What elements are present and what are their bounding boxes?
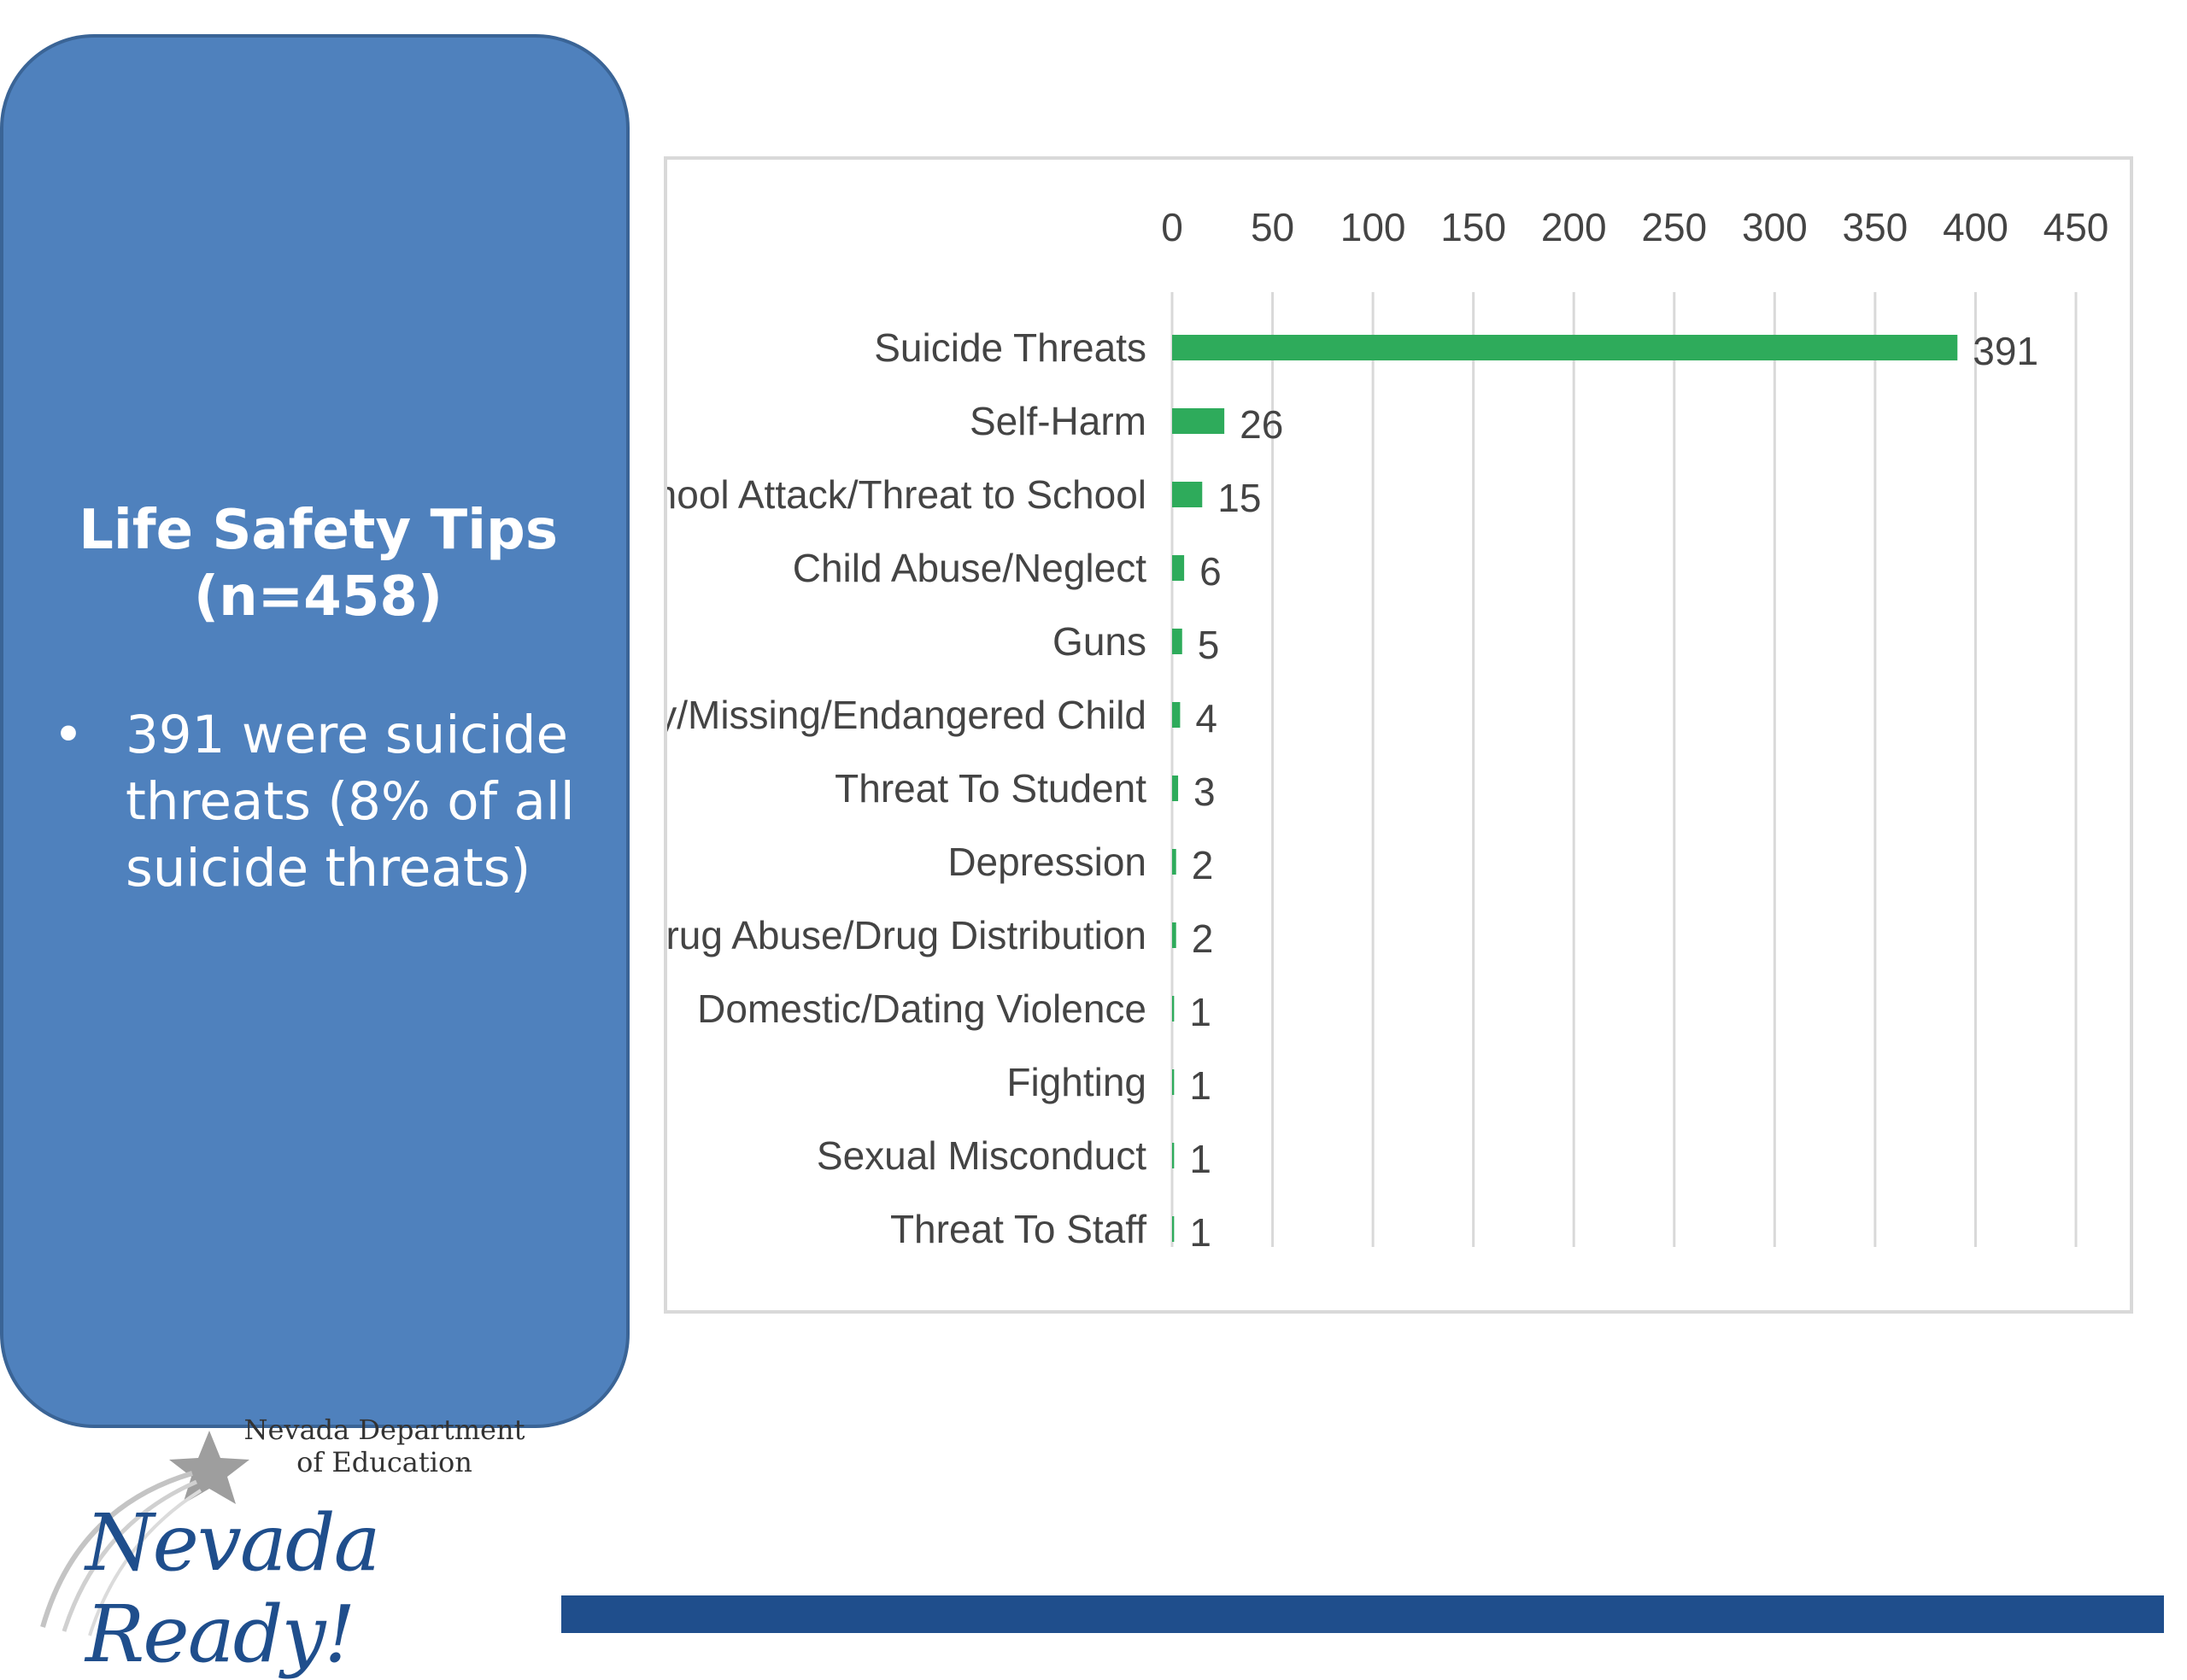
data-label: 2 <box>1192 916 1214 961</box>
category-label: Drug Abuse/Drug Distribution <box>667 913 1146 957</box>
bar <box>1172 702 1181 728</box>
logo-dept-line1: Nevada Department <box>243 1414 525 1446</box>
category-label: Threat To Student <box>835 766 1146 811</box>
panel-title: Life Safety Tips (n=458) <box>3 497 633 630</box>
category-label: Threat To Staff <box>890 1207 1146 1251</box>
x-tick-label: 400 <box>1943 205 2008 249</box>
category-label: Child Abuse/Neglect <box>793 546 1146 590</box>
data-label: 1 <box>1189 1137 1211 1181</box>
info-panel: Life Safety Tips (n=458) • 391 were suic… <box>0 34 630 1428</box>
data-label: 1 <box>1189 1063 1211 1108</box>
category-label: Depression <box>947 840 1146 884</box>
bar <box>1172 555 1185 581</box>
data-label: 1 <box>1189 990 1211 1034</box>
bar <box>1172 996 1175 1021</box>
x-tick-label: 450 <box>2043 205 2109 249</box>
bar <box>1172 335 1958 360</box>
bar <box>1172 922 1176 948</box>
x-tick-label: 300 <box>1742 205 1808 249</box>
bar <box>1172 1143 1175 1168</box>
category-label: Domestic/Dating Violence <box>697 986 1146 1031</box>
logo-dept-line2: of Education <box>296 1446 472 1478</box>
x-tick-label: 350 <box>1843 205 1908 249</box>
logo-script-text: Nevada Ready! <box>85 1497 381 1680</box>
bar <box>1172 776 1179 801</box>
x-tick-label: 250 <box>1641 205 1707 249</box>
category-label: Guns <box>1052 619 1146 664</box>
logo-department-text: Nevada Department of Education <box>231 1414 538 1478</box>
x-tick-label: 100 <box>1340 205 1406 249</box>
data-label: 4 <box>1195 696 1217 740</box>
bar <box>1172 1216 1175 1242</box>
category-label: Suicide Threats <box>874 325 1146 370</box>
x-tick-label: 200 <box>1541 205 1607 249</box>
x-tick-label: 150 <box>1440 205 1506 249</box>
data-label: 391 <box>1973 329 2038 373</box>
x-tick-label: 50 <box>1251 205 1294 249</box>
chart-frame: 0 50 100 150 200 250 300 350 400 450 Suicide Threa… <box>664 156 2133 1314</box>
data-label: 3 <box>1193 770 1216 814</box>
bar <box>1172 482 1203 507</box>
bar <box>1172 629 1182 654</box>
footer-bar <box>561 1595 2164 1633</box>
data-label: 15 <box>1217 476 1261 520</box>
star-swoosh-icon <box>40 1431 249 1636</box>
bar <box>1172 408 1225 434</box>
category-label: Planned School Attack/Threat to School <box>667 472 1146 517</box>
category-label: Self-Harm <box>970 399 1146 443</box>
data-label: 1 <box>1189 1210 1211 1255</box>
data-label: 2 <box>1192 843 1214 887</box>
panel-title-line2: (n=458) <box>193 565 443 629</box>
x-tick-label: 0 <box>1161 205 1183 249</box>
data-label: 6 <box>1199 549 1222 594</box>
bar <box>1172 1069 1175 1095</box>
bar-chart: 0 50 100 150 200 250 300 350 400 450 Suicide Threa… <box>667 205 2109 1255</box>
nevada-ready-logo: Nevada Department of Education Nevada Re… <box>26 1414 572 1680</box>
category-label: Sexual Misconduct <box>817 1133 1146 1178</box>
panel-title-line1: Life Safety Tips <box>79 499 558 562</box>
category-label: Fighting <box>1006 1060 1146 1104</box>
bar <box>1172 849 1176 875</box>
bullet-dot: • <box>53 705 84 765</box>
bullet-text: 391 were suicide threats (8% of all suic… <box>126 705 575 899</box>
data-label: 5 <box>1198 623 1220 667</box>
category-label: Runaway/Missing/Endangered Child <box>667 693 1146 737</box>
data-label: 26 <box>1240 402 1283 447</box>
